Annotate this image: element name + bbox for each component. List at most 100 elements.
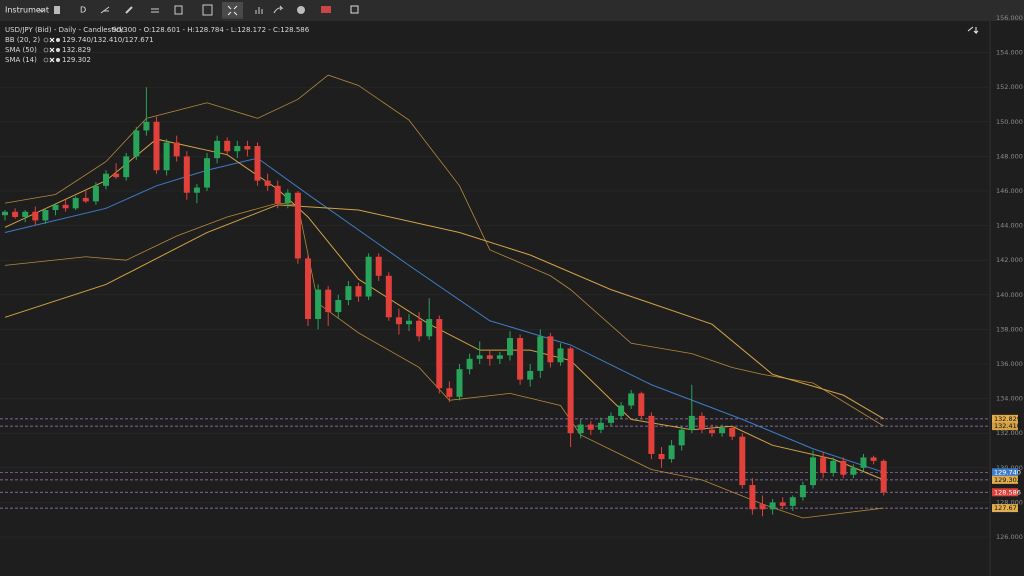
candle-body <box>305 258 311 320</box>
candle-body <box>557 348 564 363</box>
chart-title: USD/JPY (Bid) - Daily - Candlestick <box>5 26 125 34</box>
candle-body <box>214 140 221 159</box>
candle-body <box>143 121 150 131</box>
candle-body <box>335 299 342 313</box>
legend-settings-icon <box>56 58 60 62</box>
candle-body <box>810 457 816 486</box>
candle-body <box>597 422 604 430</box>
layout-button[interactable] <box>202 4 213 16</box>
candle-body <box>365 256 372 297</box>
plot-area <box>0 17 991 576</box>
candle-body <box>466 358 473 370</box>
candle-body <box>385 275 392 318</box>
candle-body <box>193 187 200 193</box>
candle-body <box>446 388 453 397</box>
pencil-button[interactable] <box>125 6 133 14</box>
candle-body <box>850 467 857 475</box>
candle-body <box>698 415 705 430</box>
price-label-box <box>992 488 1018 497</box>
candle-body <box>749 485 756 510</box>
candle-body <box>244 146 251 150</box>
candle-body <box>456 369 463 397</box>
chart-type-button[interactable] <box>255 7 263 14</box>
legend-remove-icon <box>49 47 55 53</box>
candle-body <box>264 180 271 186</box>
indicator-line <box>4 204 884 420</box>
candle-type-button[interactable] <box>54 6 60 14</box>
period-menu[interactable]: D <box>80 6 86 15</box>
candle-body <box>618 405 625 416</box>
theme-button[interactable] <box>297 6 305 14</box>
candle-body <box>234 146 241 152</box>
legend-settings-icon <box>56 48 60 52</box>
delete-button[interactable] <box>174 5 183 15</box>
candle-body <box>476 355 483 359</box>
indicator-button[interactable] <box>151 8 159 13</box>
instrument-menu[interactable]: Instrument <box>5 6 49 15</box>
candle-body <box>254 146 261 181</box>
price-label: 129.740 <box>994 468 1021 476</box>
candle-body <box>72 197 79 209</box>
candle-body <box>880 460 887 493</box>
candle-body <box>739 436 746 486</box>
legend: BB (20, 2) 129.740/132.410/127.671 SMA (50… <box>5 36 154 64</box>
candle-body <box>103 173 109 186</box>
candle-body <box>113 173 120 178</box>
dropdown-arrow <box>38 8 46 13</box>
candle-body <box>32 211 39 221</box>
share-button[interactable] <box>273 5 284 14</box>
chart-subtitle: 90/300 - O:128.601 - H:128.784 - L:128.1… <box>112 26 310 34</box>
candle-body <box>517 338 524 380</box>
candle-body <box>668 445 675 460</box>
price-label: 132.410 <box>994 422 1021 430</box>
candle-body <box>789 497 796 506</box>
window-button[interactable] <box>350 5 359 14</box>
expand-icon[interactable] <box>967 26 979 35</box>
candle-body <box>486 355 493 359</box>
candle-body <box>709 429 715 434</box>
indicator-line <box>4 74 884 427</box>
y-tick-label: 150.000 <box>996 118 1023 126</box>
candle-body <box>22 211 29 217</box>
candle-body <box>173 142 180 157</box>
candle-body <box>577 424 584 434</box>
legend-name: SMA (50) <box>5 46 37 54</box>
candle-body <box>638 393 645 416</box>
candle-body <box>406 320 412 325</box>
legend-name: BB (20, 2) <box>5 36 40 44</box>
candle-body <box>840 460 847 475</box>
candle-body <box>688 415 695 430</box>
candle-body <box>729 428 736 437</box>
candle-body <box>204 158 210 188</box>
candle-body <box>608 415 614 423</box>
candle-body <box>830 460 837 473</box>
indicator-line <box>4 157 884 473</box>
indicator-line <box>4 202 884 519</box>
candle-body <box>678 429 685 446</box>
candle-body <box>284 192 291 204</box>
candle-body <box>719 428 726 434</box>
candle-body <box>375 256 382 276</box>
candle-body <box>496 355 503 359</box>
legend-name: SMA (14) <box>5 56 37 64</box>
price-label-box <box>992 422 1018 431</box>
crosshair-button[interactable] <box>222 2 243 19</box>
candle-body <box>62 204 69 209</box>
candle-body <box>12 211 19 217</box>
candle-body <box>507 338 513 356</box>
candle-body <box>648 415 655 454</box>
candle-body <box>274 185 281 204</box>
candle-body <box>860 457 867 468</box>
y-tick-label: 154.000 <box>996 49 1023 57</box>
candle-body <box>325 289 332 313</box>
candle-body <box>628 393 635 406</box>
toolbar <box>0 0 1024 21</box>
y-tick-label: 140.000 <box>996 291 1023 299</box>
candle-body <box>315 289 322 320</box>
drawing-tool-button[interactable] <box>100 6 110 14</box>
legend-reading: 129.740/132.410/127.671 <box>62 36 154 44</box>
language-button[interactable] <box>321 6 331 13</box>
y-tick-label: 128.000 <box>996 498 1023 506</box>
candle-body <box>2 211 8 216</box>
